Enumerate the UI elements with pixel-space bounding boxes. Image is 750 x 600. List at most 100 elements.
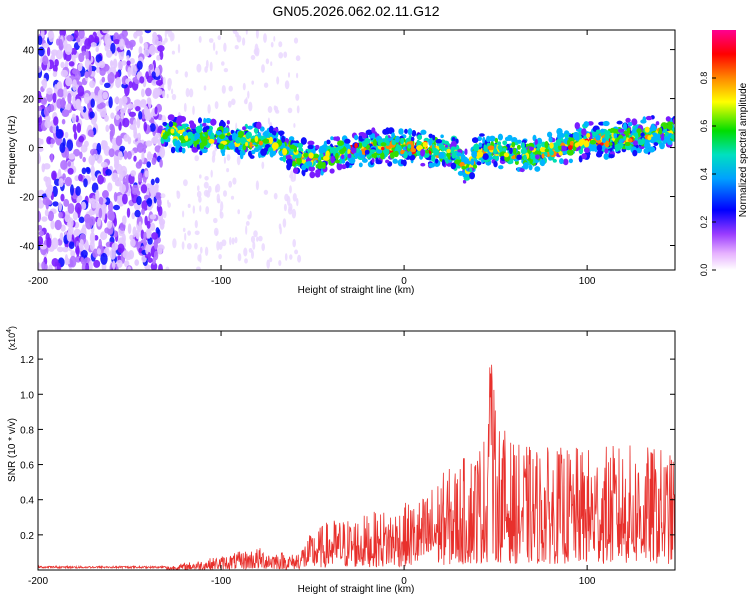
noise-point xyxy=(131,212,135,220)
noise-point xyxy=(208,185,212,193)
noise-point xyxy=(270,41,274,48)
noise-point xyxy=(95,46,99,53)
noise-point xyxy=(232,177,237,185)
trace-point xyxy=(376,149,383,154)
trace-point xyxy=(548,136,553,143)
trace-point xyxy=(660,135,665,141)
noise-point xyxy=(44,119,52,129)
trace-point xyxy=(450,140,457,149)
noise-point xyxy=(273,192,278,200)
trace-point xyxy=(472,137,479,143)
trace-point xyxy=(559,158,564,165)
noise-point xyxy=(73,148,81,157)
noise-point xyxy=(105,169,112,176)
noise-point xyxy=(115,114,120,121)
trace-point xyxy=(601,137,607,144)
colorbar-tick-label: 0.6 xyxy=(699,120,709,133)
trace-point xyxy=(380,152,385,160)
noise-point xyxy=(89,111,95,119)
snr-panel: -200 -100 0 100 0.2 0.4 0.6 0.8 1.0 1.2 Height of… xyxy=(6,326,676,595)
noise-point xyxy=(196,63,202,73)
noise-point xyxy=(156,244,163,255)
trace-point xyxy=(359,154,366,159)
noise-point xyxy=(183,102,187,112)
noise-point xyxy=(221,61,225,66)
noise-point xyxy=(80,201,87,210)
noise-point xyxy=(117,243,125,254)
noise-point xyxy=(65,77,73,87)
noise-point xyxy=(117,151,123,161)
trace-point xyxy=(564,133,569,139)
trace-point xyxy=(381,146,385,151)
noise-point xyxy=(278,41,283,48)
noise-point xyxy=(106,49,113,58)
noise-point xyxy=(52,201,59,207)
noise-point xyxy=(120,165,128,177)
trace-point xyxy=(269,136,273,145)
noise-point xyxy=(243,247,248,257)
noise-point xyxy=(52,71,58,78)
trace-point xyxy=(420,162,426,167)
noise-point xyxy=(123,150,128,160)
colorbar-ticks: 0.0 0.2 0.4 0.6 0.8 xyxy=(699,72,716,276)
trace-point xyxy=(205,118,212,124)
trace-point xyxy=(523,162,529,170)
colorbar-tick-label: 0.4 xyxy=(699,168,709,181)
trace-point xyxy=(277,130,285,136)
trace-point xyxy=(655,121,660,126)
trace-point xyxy=(404,128,408,134)
trace-point xyxy=(670,134,675,140)
trace-point xyxy=(462,173,469,178)
noise-point xyxy=(128,250,135,260)
trace-point xyxy=(371,158,375,163)
noise-point xyxy=(164,37,168,43)
noise-point xyxy=(194,155,199,162)
noise-point xyxy=(66,230,72,242)
noise-point xyxy=(296,198,299,207)
x-tick-label: 100 xyxy=(579,576,596,587)
noise-point xyxy=(149,222,156,231)
noise-point xyxy=(50,138,56,145)
noise-point xyxy=(221,85,226,94)
noise-point xyxy=(38,137,42,145)
trace-point xyxy=(471,150,478,158)
snr-series-line xyxy=(38,364,675,570)
noise-point xyxy=(130,64,137,77)
trace-point xyxy=(167,128,171,135)
trace-point xyxy=(441,159,446,167)
noise-point xyxy=(69,255,77,268)
trace-point xyxy=(589,139,597,145)
noise-point xyxy=(107,220,113,229)
spectrogram-frame xyxy=(37,29,676,271)
trace-point xyxy=(592,127,597,132)
trace-point xyxy=(512,147,517,155)
noise-point xyxy=(96,66,100,73)
trace-point xyxy=(353,152,361,157)
noise-point xyxy=(261,161,265,169)
trace-point xyxy=(535,154,540,160)
trace-point xyxy=(608,142,613,146)
noise-point xyxy=(104,82,111,89)
noise-point xyxy=(118,33,125,40)
noise-point xyxy=(90,98,95,108)
trace-point xyxy=(544,148,550,153)
noise-point xyxy=(223,190,227,197)
trace-point xyxy=(446,148,451,154)
noise-point xyxy=(57,246,64,253)
trace-point xyxy=(321,161,326,169)
trace-point xyxy=(567,139,570,146)
noise-point xyxy=(231,98,236,106)
noise-point xyxy=(102,190,109,199)
noise-point xyxy=(156,54,161,61)
noise-point xyxy=(43,163,51,170)
x-tick-label: -200 xyxy=(28,576,48,587)
noise-point xyxy=(51,237,59,250)
trace-point xyxy=(581,128,587,136)
trace-point xyxy=(428,162,436,168)
x-tick-label: 0 xyxy=(401,576,407,587)
noise-point xyxy=(230,195,235,200)
trace-point xyxy=(309,171,316,179)
noise-point xyxy=(198,196,202,203)
noise-point xyxy=(250,55,256,60)
